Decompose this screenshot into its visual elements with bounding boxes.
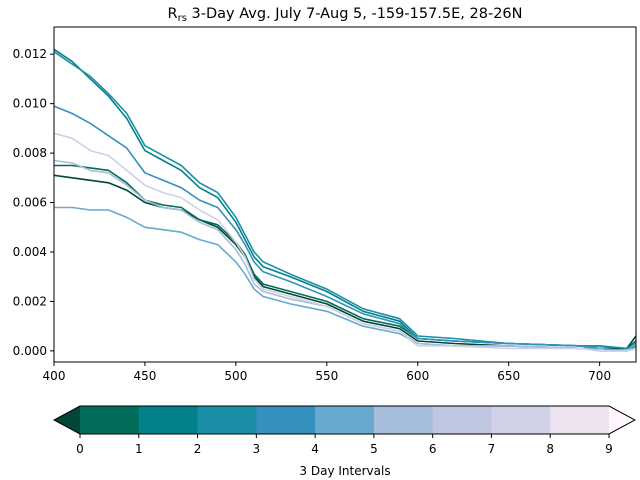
y-tick-label: 0.006 (13, 196, 47, 210)
axes-frame (53, 26, 637, 363)
colorbar-tick-label: 7 (488, 442, 496, 456)
x-tick-label: 650 (497, 369, 520, 383)
chart-title: Rrs 3-Day Avg. July 7-Aug 5, -159-157.5E… (168, 6, 523, 24)
colorbar-segment-1 (138, 406, 199, 434)
colorbar-tick-label: 0 (76, 442, 84, 456)
y-tick-label: 0.008 (13, 146, 47, 160)
x-tick-label: 450 (133, 369, 156, 383)
colorbar-segment-3 (256, 406, 316, 434)
colorbar-segment-2 (197, 406, 257, 434)
x-tick-label: 600 (406, 369, 429, 383)
y-tick-label: 0.004 (13, 245, 47, 259)
series-line-7 (53, 132, 637, 352)
colorbar-tick-label: 8 (546, 442, 554, 456)
series-line-1 (54, 164, 637, 350)
colorbar-tick-label: 2 (194, 442, 202, 456)
y-tick-label: 0.012 (13, 47, 47, 61)
plot-area: 400 450 500 550 600 650 700 0.000 0.002 0.004 0.00… (13, 26, 637, 383)
colorbar-tick-label: 9 (605, 442, 613, 456)
y-tick-label: 0.002 (13, 294, 47, 308)
colorbar-over-arrow (609, 406, 635, 434)
y-tick-label: 0.010 (13, 97, 47, 111)
colorbar-label: 3 Day Intervals (299, 464, 390, 478)
colorbar-segment-5 (373, 406, 434, 434)
colorbar-tick-label: 3 (253, 442, 261, 456)
series-line-6 (53, 159, 637, 352)
colorbar-segment-0 (80, 406, 140, 434)
colorbar-segment-6 (432, 406, 492, 434)
x-tick-label: 500 (224, 369, 247, 383)
colorbar-tick-label: 4 (311, 442, 319, 456)
colorbar-tick-label: 6 (429, 442, 437, 456)
series-line-4 (53, 105, 637, 352)
series-line-5 (54, 206, 637, 352)
y-tick-label: 0.000 (13, 344, 47, 358)
colorbar-tick-label: 5 (370, 442, 378, 456)
colorbar-segment-8 (550, 406, 610, 434)
colorbar-under-arrow (54, 406, 80, 434)
colorbar-segment-7 (491, 406, 551, 434)
x-tick-label: 400 (43, 369, 66, 383)
colorbar-tick-label: 1 (135, 442, 143, 456)
colorbar-segment-4 (315, 406, 375, 434)
x-tick-label: 550 (315, 369, 338, 383)
series-line-0 (53, 174, 637, 350)
x-tick-label: 700 (588, 369, 611, 383)
colorbar: 0 1 2 3 4 5 6 7 8 9 (52, 405, 637, 456)
